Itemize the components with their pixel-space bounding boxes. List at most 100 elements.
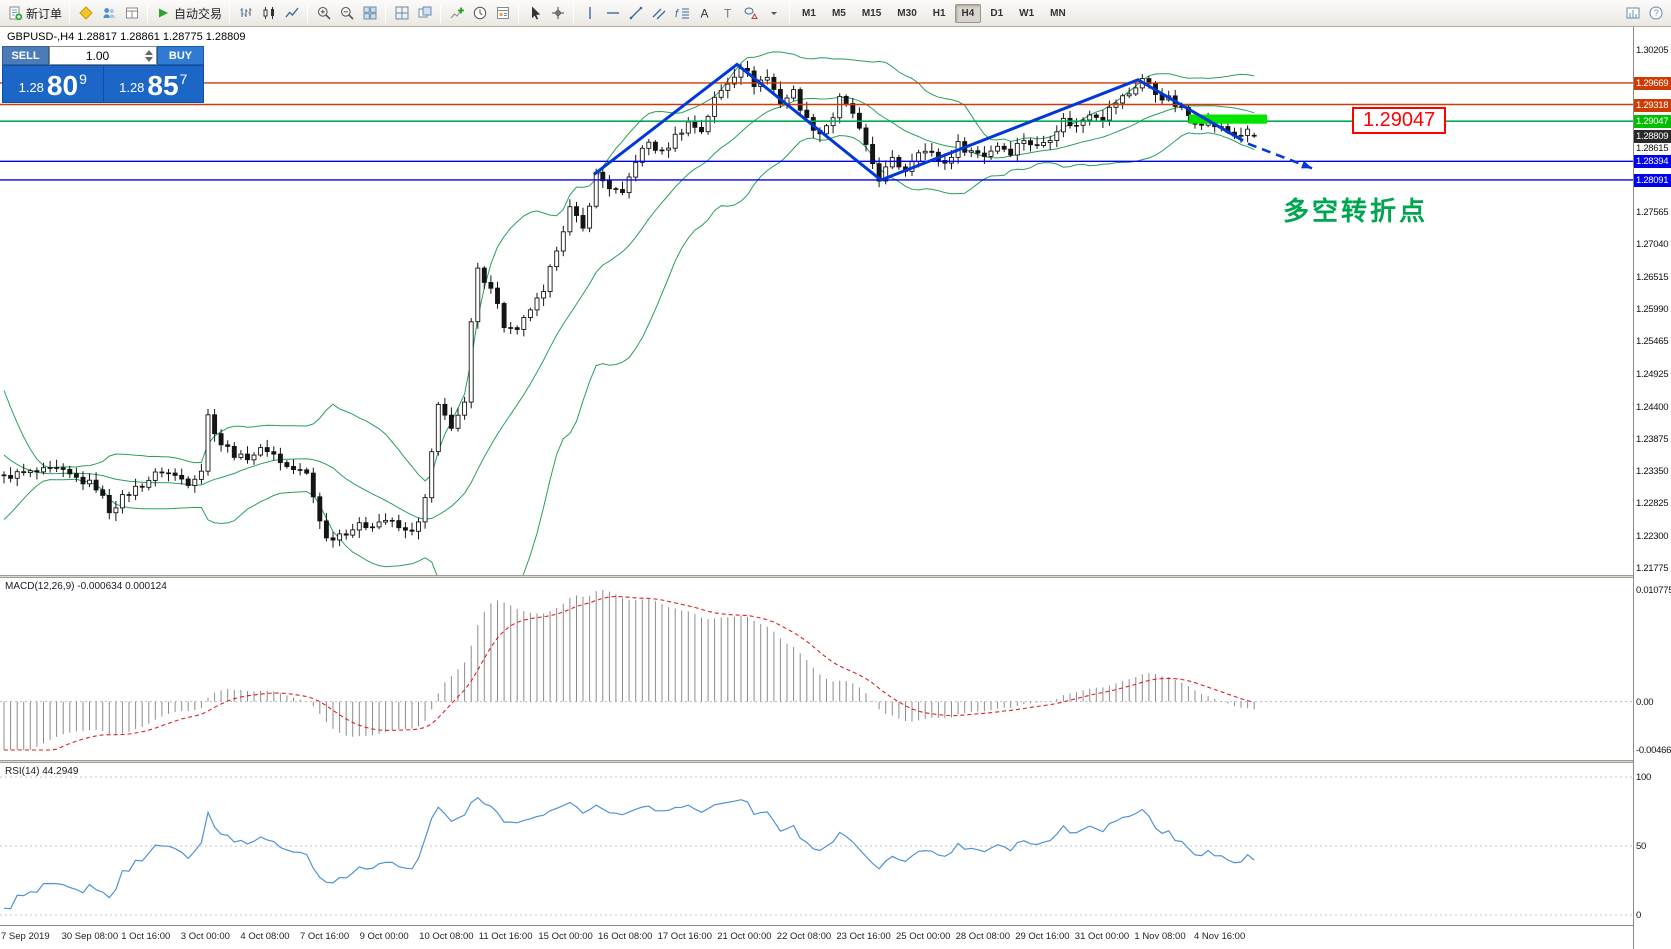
fibonacci-icon: f bbox=[675, 8, 689, 20]
svg-text:f: f bbox=[675, 8, 679, 20]
turning-point-annotation: 多空转折点 bbox=[1283, 196, 1429, 226]
chart-profile-icon bbox=[1626, 7, 1639, 19]
trendline-button[interactable] bbox=[624, 2, 647, 24]
text-button[interactable]: A bbox=[693, 2, 716, 24]
buy-price-small: 1.28 bbox=[119, 80, 145, 95]
rsi-panel-canvas[interactable] bbox=[0, 763, 1633, 925]
channel-icon bbox=[652, 8, 665, 20]
hline-icon bbox=[606, 12, 619, 14]
volume-input[interactable]: 1.00 bbox=[49, 46, 157, 65]
axis-label: 0.00 bbox=[1636, 696, 1654, 708]
profiles-icon bbox=[103, 8, 115, 18]
zoom-in-button[interactable] bbox=[312, 2, 335, 24]
line-chart-button[interactable] bbox=[280, 2, 303, 24]
auto-arrange-button[interactable] bbox=[390, 2, 413, 24]
timeframe-d1-button[interactable]: D1 bbox=[990, 7, 1004, 19]
cascade-icon bbox=[418, 6, 432, 18]
timeframe-h1-button[interactable]: H1 bbox=[932, 7, 946, 19]
time-axis-label: 17 Oct 16:00 bbox=[657, 931, 712, 942]
macd-indicator-label: MACD(12,26,9) -0.000634 0.000124 bbox=[5, 581, 167, 592]
time-axis-label: 31 Oct 00:00 bbox=[1074, 931, 1130, 942]
toolbar-separator bbox=[229, 3, 231, 23]
templates-button[interactable] bbox=[491, 2, 514, 24]
volume-stepper[interactable] bbox=[143, 49, 154, 63]
tile-windows-button[interactable] bbox=[358, 2, 381, 24]
autotrade-button[interactable]: 自动交易 bbox=[152, 2, 225, 24]
periods-button[interactable] bbox=[468, 2, 491, 24]
shapes-button[interactable] bbox=[739, 2, 762, 24]
axis-label: 1.25465 bbox=[1636, 336, 1669, 348]
time-axis-label: 7 Oct 16:00 bbox=[300, 931, 350, 942]
toolbar-right-group: ? bbox=[1621, 2, 1667, 24]
bar-chart-icon bbox=[240, 8, 252, 17]
time-axis[interactable]: 7 Sep 2019 30 Sep 08:00 1 Oct 16:00 3 Oct 0… bbox=[0, 925, 1671, 949]
trendline-icon bbox=[629, 6, 642, 20]
sell-button[interactable]: SELL bbox=[2, 46, 49, 65]
tile-windows-icon bbox=[363, 6, 377, 20]
timeframe-m1-button[interactable]: M1 bbox=[802, 7, 816, 19]
timeframe-m15-button[interactable]: M15 bbox=[861, 7, 882, 19]
bar-chart-button[interactable] bbox=[234, 2, 257, 24]
time-axis-label: 10 Oct 08:00 bbox=[419, 931, 474, 942]
candlestick-button[interactable] bbox=[257, 2, 280, 24]
new-order-button[interactable]: 新订单 bbox=[4, 2, 65, 24]
help-button[interactable]: ? bbox=[1644, 2, 1667, 24]
axis-label: 0 bbox=[1636, 910, 1641, 921]
price-tag: 1.28394 bbox=[1634, 155, 1671, 169]
crosshair-button[interactable] bbox=[546, 2, 569, 24]
templates-icon bbox=[496, 7, 509, 19]
stepper-down-icon[interactable] bbox=[144, 56, 153, 62]
timeframe-m30-button[interactable]: M30 bbox=[897, 7, 917, 19]
toolbar-separator bbox=[518, 3, 520, 23]
label-icon: T bbox=[724, 7, 732, 21]
chart-profile-button[interactable] bbox=[1621, 2, 1644, 24]
buy-price-display[interactable]: 1.28 85 7 bbox=[103, 65, 204, 103]
panel-divider[interactable] bbox=[0, 575, 1671, 578]
stepper-up-icon[interactable] bbox=[144, 49, 153, 55]
price-tag: 1.28809 bbox=[1634, 129, 1671, 143]
line-chart-icon bbox=[284, 7, 299, 18]
vline-icon bbox=[588, 7, 591, 19]
time-axis-label: 9 Oct 00:00 bbox=[359, 931, 409, 942]
sell-price-big: 80 bbox=[46, 70, 79, 101]
time-axis-label: 1 Nov 08:00 bbox=[1134, 931, 1186, 942]
zoom-out-button[interactable] bbox=[335, 2, 358, 24]
sell-price-pip: 9 bbox=[79, 71, 87, 87]
indicators-button[interactable] bbox=[445, 2, 468, 24]
sell-price-display[interactable]: 1.28 80 9 bbox=[2, 65, 104, 103]
timeframe-m5-button[interactable]: M5 bbox=[831, 7, 846, 19]
axis-label: 1.25990 bbox=[1636, 304, 1669, 315]
vline-button[interactable] bbox=[578, 2, 601, 24]
fibonacci-button[interactable]: f bbox=[670, 2, 693, 24]
data-window-button[interactable] bbox=[120, 2, 143, 24]
axis-label: 1.21775 bbox=[1636, 563, 1669, 574]
toolbar-separator bbox=[573, 3, 575, 23]
main-chart-canvas[interactable] bbox=[0, 27, 1633, 575]
macd-panel-canvas[interactable] bbox=[0, 578, 1633, 760]
buy-button[interactable]: BUY bbox=[157, 46, 204, 65]
market-watch-button[interactable] bbox=[74, 2, 97, 24]
axis-label: 0.010775 bbox=[1636, 585, 1671, 596]
toolbar-separator bbox=[440, 3, 442, 23]
panel-divider[interactable] bbox=[0, 760, 1671, 763]
timeframe-mn-button[interactable]: MN bbox=[1050, 7, 1066, 19]
channel-button[interactable] bbox=[647, 2, 670, 24]
cascade-button[interactable] bbox=[413, 2, 436, 24]
price-callout[interactable]: 1.29047 bbox=[1352, 107, 1447, 135]
cursor-button[interactable] bbox=[523, 2, 546, 24]
timeframe-w1-button[interactable]: W1 bbox=[1019, 7, 1035, 19]
dropdown-caret-button[interactable] bbox=[762, 2, 785, 24]
axis-label: 1.22825 bbox=[1636, 498, 1669, 510]
hline-button[interactable] bbox=[601, 2, 624, 24]
axis-label: -0.004668 bbox=[1636, 745, 1671, 756]
time-axis-label: 23 Oct 16:00 bbox=[836, 931, 891, 942]
rsi-indicator-label: RSI(14) 44.2949 bbox=[5, 766, 79, 777]
indicators-icon bbox=[450, 7, 464, 19]
svg-text:T: T bbox=[724, 7, 732, 21]
label-button[interactable]: T bbox=[716, 2, 739, 24]
price-axis[interactable]: 1.30205 1.28615 1.27565 1.27040 1.26515 1.259… bbox=[1633, 27, 1671, 949]
toolbar-separator bbox=[147, 3, 149, 23]
profiles-button[interactable] bbox=[97, 2, 120, 24]
timeframe-h4-button[interactable]: H4 bbox=[954, 3, 982, 23]
